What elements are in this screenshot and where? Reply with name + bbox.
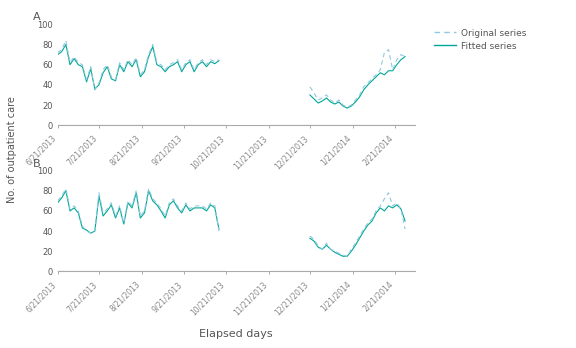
Bar <box>226 24 268 125</box>
Text: Elapsed days: Elapsed days <box>199 329 273 339</box>
Text: A: A <box>33 12 40 22</box>
Text: No. of outpatient care: No. of outpatient care <box>6 96 17 203</box>
Text: B: B <box>33 159 40 168</box>
Bar <box>226 171 268 271</box>
Legend: Original series, Fitted series: Original series, Fitted series <box>434 29 526 51</box>
